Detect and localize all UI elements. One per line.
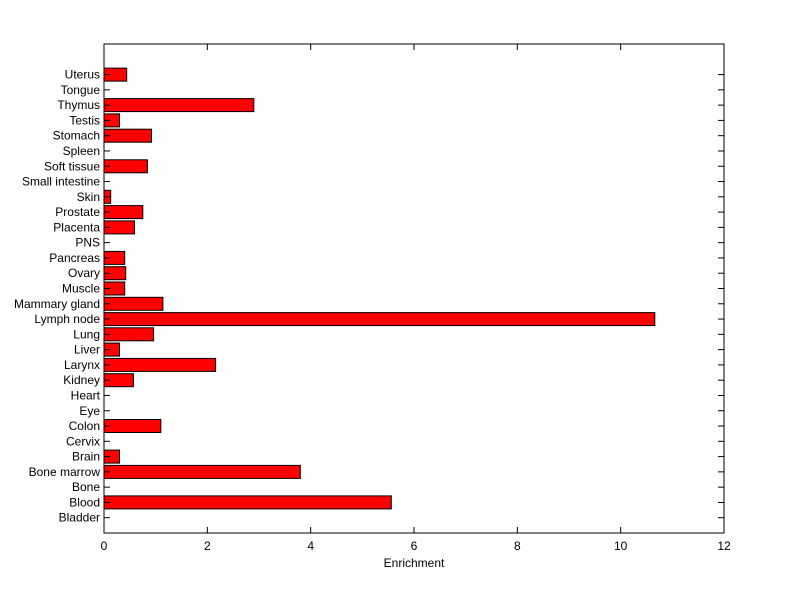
y-tick-label: Larynx <box>64 358 100 372</box>
bar <box>103 357 217 372</box>
x-tick-label: 8 <box>514 539 521 553</box>
bar <box>103 98 255 113</box>
y-tick-label: Bone <box>72 480 100 494</box>
y-tick-label: Small intestine <box>22 175 100 189</box>
bar <box>103 128 152 143</box>
y-tick-label: Soft tissue <box>44 159 100 173</box>
y-tick-label: Brain <box>72 450 100 464</box>
y-tick-label: Heart <box>71 388 101 402</box>
y-tick-label: Colon <box>69 419 100 433</box>
y-tick-label: Lymph node <box>34 312 100 326</box>
y-tick-label: Pancreas <box>49 251 100 265</box>
y-tick-label: Bone marrow <box>29 465 101 479</box>
plot-area <box>103 43 725 534</box>
y-tick-label: Muscle <box>62 282 100 296</box>
y-tick-label: Testis <box>69 113 100 127</box>
y-tick-label: Placenta <box>53 220 100 234</box>
y-tick-label: Bladder <box>59 511 100 525</box>
bar <box>103 312 656 327</box>
bar <box>103 296 164 311</box>
x-tick-label: 4 <box>307 539 314 553</box>
x-tick-label: 0 <box>101 539 108 553</box>
y-tick-label: Kidney <box>63 373 100 387</box>
x-tick-label: 6 <box>411 539 418 553</box>
y-tick-label: Stomach <box>53 129 100 143</box>
y-tick-label: PNS <box>75 236 100 250</box>
bar <box>103 495 392 510</box>
y-tick-label: Lung <box>73 327 100 341</box>
y-tick-label: Prostate <box>55 205 100 219</box>
bar <box>103 327 155 342</box>
x-tick-label: 12 <box>717 539 731 553</box>
y-tick-label: Ovary <box>68 266 100 280</box>
bar <box>103 419 162 433</box>
y-tick-label: Skin <box>77 190 100 204</box>
y-tick-label: Thymus <box>57 98 100 112</box>
y-tick-label: Tongue <box>61 83 101 97</box>
y-tick-label: Blood <box>69 495 100 509</box>
bar <box>103 464 301 479</box>
x-axis-label: Enrichment <box>384 556 445 570</box>
y-tick-label: Uterus <box>65 68 100 82</box>
y-tick-label: Spleen <box>63 144 100 158</box>
x-tick-label: 10 <box>614 539 628 553</box>
y-tick-label: Liver <box>74 343 100 357</box>
x-tick-label: 2 <box>204 539 211 553</box>
y-tick-label: Eye <box>79 404 100 418</box>
bar <box>103 159 148 174</box>
y-tick-label: Mammary gland <box>14 297 100 311</box>
y-tick-label: Cervix <box>66 434 100 448</box>
